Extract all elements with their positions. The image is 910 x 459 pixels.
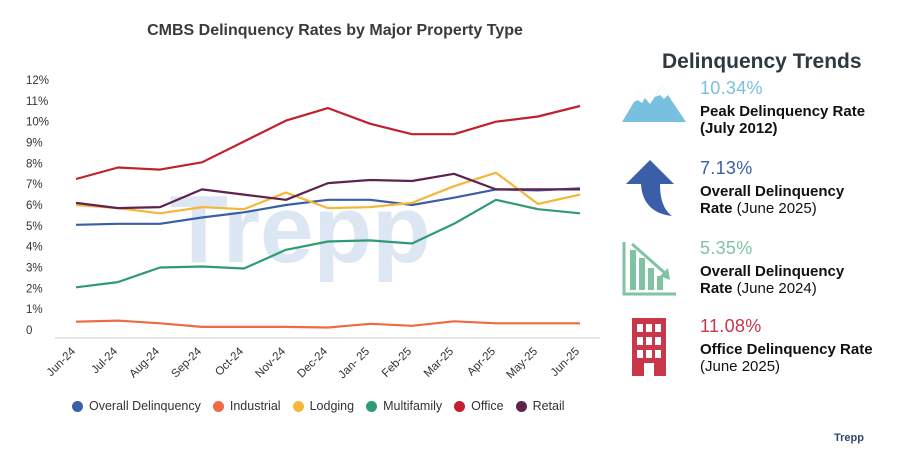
- x-tick-label: May-25: [505, 346, 541, 382]
- legend-item: Retail: [515, 399, 565, 413]
- legend-swatch: [72, 400, 83, 412]
- y-tick-label: 0: [26, 325, 32, 337]
- y-tick-label: 2%: [26, 283, 43, 295]
- series-line-industrial: [75, 319, 580, 329]
- legend-label: Industrial: [229, 399, 281, 413]
- legend-item: Lodging: [292, 399, 355, 413]
- brand-logo: Trepp: [834, 432, 864, 444]
- stat-value: 11.08%: [700, 316, 762, 336]
- legend-swatch: [454, 400, 466, 412]
- x-tick-label: Apr-25: [465, 346, 498, 379]
- legend-item: Overall Delinquency: [72, 399, 201, 413]
- legend-item: Office: [454, 399, 504, 413]
- stat-label-line2-rest: (June 2025): [732, 200, 817, 217]
- legend-swatch: [292, 400, 304, 412]
- up-arrow-icon: [626, 160, 674, 216]
- x-tick-label: Jun-24: [45, 345, 79, 379]
- stat-label: Overall Delinquency Rate (June 2025): [700, 183, 844, 217]
- x-tick-label: Mar-25: [422, 346, 456, 380]
- stat-label: Office Delinquency Rate (June 2025): [700, 341, 873, 375]
- series-line-lodging: [75, 171, 581, 215]
- office-building-icon: [632, 318, 666, 376]
- stat-label-line1: Office Delinquency Rate: [700, 341, 873, 358]
- stat-label-line2-rest: (June 2024): [732, 280, 817, 297]
- stat-label-line1: Overall Delinquency: [700, 263, 845, 280]
- x-tick-label: Sep-24: [169, 345, 204, 380]
- stat-value: 7.13%: [700, 158, 753, 178]
- legend-swatch: [366, 400, 378, 412]
- legend-label: Multifamily: [383, 399, 443, 413]
- stat-label-line2-bold: Rate: [700, 280, 733, 297]
- y-tick-label: 4%: [26, 242, 43, 254]
- x-tick-label: Aug-24: [127, 345, 162, 380]
- stat-overall-2025: 7.13% Overall Delinquency Rate (June 202…: [700, 158, 844, 217]
- chart-title: CMBS Delinquency Rates by Major Property…: [147, 22, 523, 39]
- stat-label-line1: Overall Delinquency: [700, 183, 845, 200]
- stat-label-line2: (July 2012): [700, 120, 778, 137]
- side-panel-title: Delinquency Trends: [662, 50, 862, 73]
- chart-legend: Overall Delinquency Industrial Lodging Mult…: [72, 399, 565, 413]
- x-tick-label: Nov-24: [253, 345, 288, 380]
- stat-label-line1: Peak Delinquency Rate: [700, 103, 866, 120]
- series-line-office: [75, 104, 581, 181]
- legend-item: Multifamily: [366, 399, 442, 413]
- y-tick-label: 12%: [26, 75, 49, 87]
- y-tick-label: 5%: [26, 221, 43, 233]
- stat-overall-2024: 5.35% Overall Delinquency Rate (June 202…: [700, 238, 844, 297]
- x-tick-label: Jan- 25: [337, 346, 373, 382]
- legend-item: Industrial: [212, 399, 281, 413]
- y-tick-label: 3%: [26, 263, 43, 275]
- y-tick-label: 8%: [26, 158, 43, 170]
- y-tick-label: 10%: [26, 117, 49, 129]
- legend-label: Retail: [532, 399, 565, 413]
- x-tick-label: Jun-25: [549, 346, 582, 379]
- declining-chart-icon: [622, 242, 676, 296]
- x-tick-label: Oct-24: [213, 345, 246, 378]
- series-line-multifamily: [75, 198, 581, 289]
- y-tick-label: 11%: [26, 96, 48, 108]
- stat-label-line2-bold: Rate: [700, 200, 733, 217]
- y-tick-label: 6%: [26, 200, 43, 212]
- stat-value: 10.34%: [700, 78, 763, 98]
- legend-swatch: [515, 400, 527, 412]
- legend-swatch: [212, 400, 224, 412]
- legend-label: Lodging: [309, 399, 355, 413]
- x-tick-label: Dec-24: [295, 345, 330, 380]
- y-tick-label: 1%: [26, 304, 43, 316]
- stat-peak: 10.34% Peak Delinquency Rate (July 2012): [700, 78, 865, 137]
- series-line-retail: [75, 172, 580, 210]
- legend-label: Office: [471, 399, 504, 413]
- stat-label: Overall Delinquency Rate (June 2024): [700, 263, 844, 297]
- stat-office: 11.08% Office Delinquency Rate (June 202…: [700, 316, 873, 375]
- legend-label: Overall Delinquency: [89, 399, 201, 413]
- x-tick-label: Jul-24: [89, 345, 120, 376]
- y-tick-label: 7%: [26, 179, 43, 191]
- stat-label: Peak Delinquency Rate (July 2012): [700, 103, 865, 137]
- stat-value: 5.35%: [700, 238, 753, 258]
- stat-label-line2: (June 2025): [700, 358, 781, 375]
- x-tick-label: Feb-25: [380, 346, 414, 380]
- mountain-icon: [622, 86, 686, 122]
- y-tick-label: 9%: [26, 138, 43, 150]
